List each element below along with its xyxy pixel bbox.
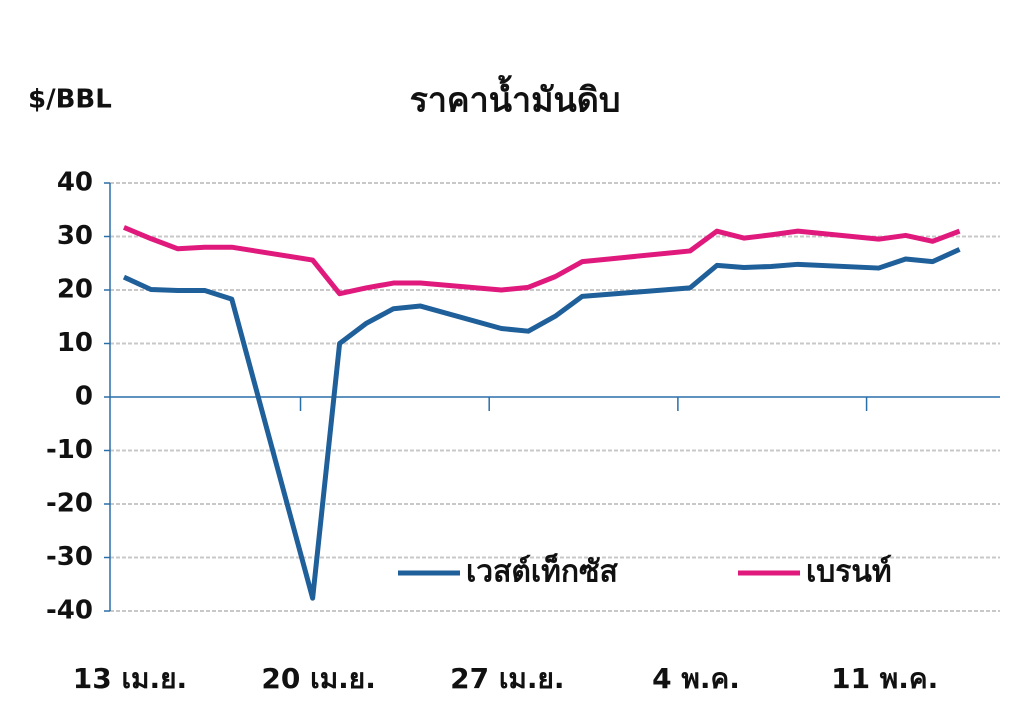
y-tick-label: -30: [46, 542, 93, 572]
y-tick-label: 0: [75, 382, 93, 412]
y-tick-label: 20: [57, 275, 93, 305]
chart-title: ราคาน้ำมันดิบ: [410, 75, 621, 121]
y-tick-label: 10: [57, 328, 93, 358]
y-axis-label: $/BBL: [28, 85, 112, 115]
x-tick-label: 11 พ.ค.: [831, 662, 938, 695]
legend-label: เบรนท์: [806, 555, 892, 590]
x-tick-label: 27 เม.ย.: [450, 662, 564, 695]
y-tick-label: -10: [46, 435, 93, 465]
legend-label: เวสต์เท็กซัส: [466, 553, 618, 590]
x-tick-label: 4 พ.ค.: [652, 662, 740, 695]
y-tick-label: -20: [46, 489, 93, 519]
y-tick-label: 30: [57, 221, 93, 251]
x-tick-label: 20 เม.ย.: [261, 662, 375, 695]
y-tick-label: -40: [46, 596, 93, 626]
series-line: [122, 225, 961, 297]
series-line: [122, 247, 961, 601]
x-tick-label: 13 เม.ย.: [73, 662, 187, 695]
y-tick-label: 40: [57, 168, 93, 198]
